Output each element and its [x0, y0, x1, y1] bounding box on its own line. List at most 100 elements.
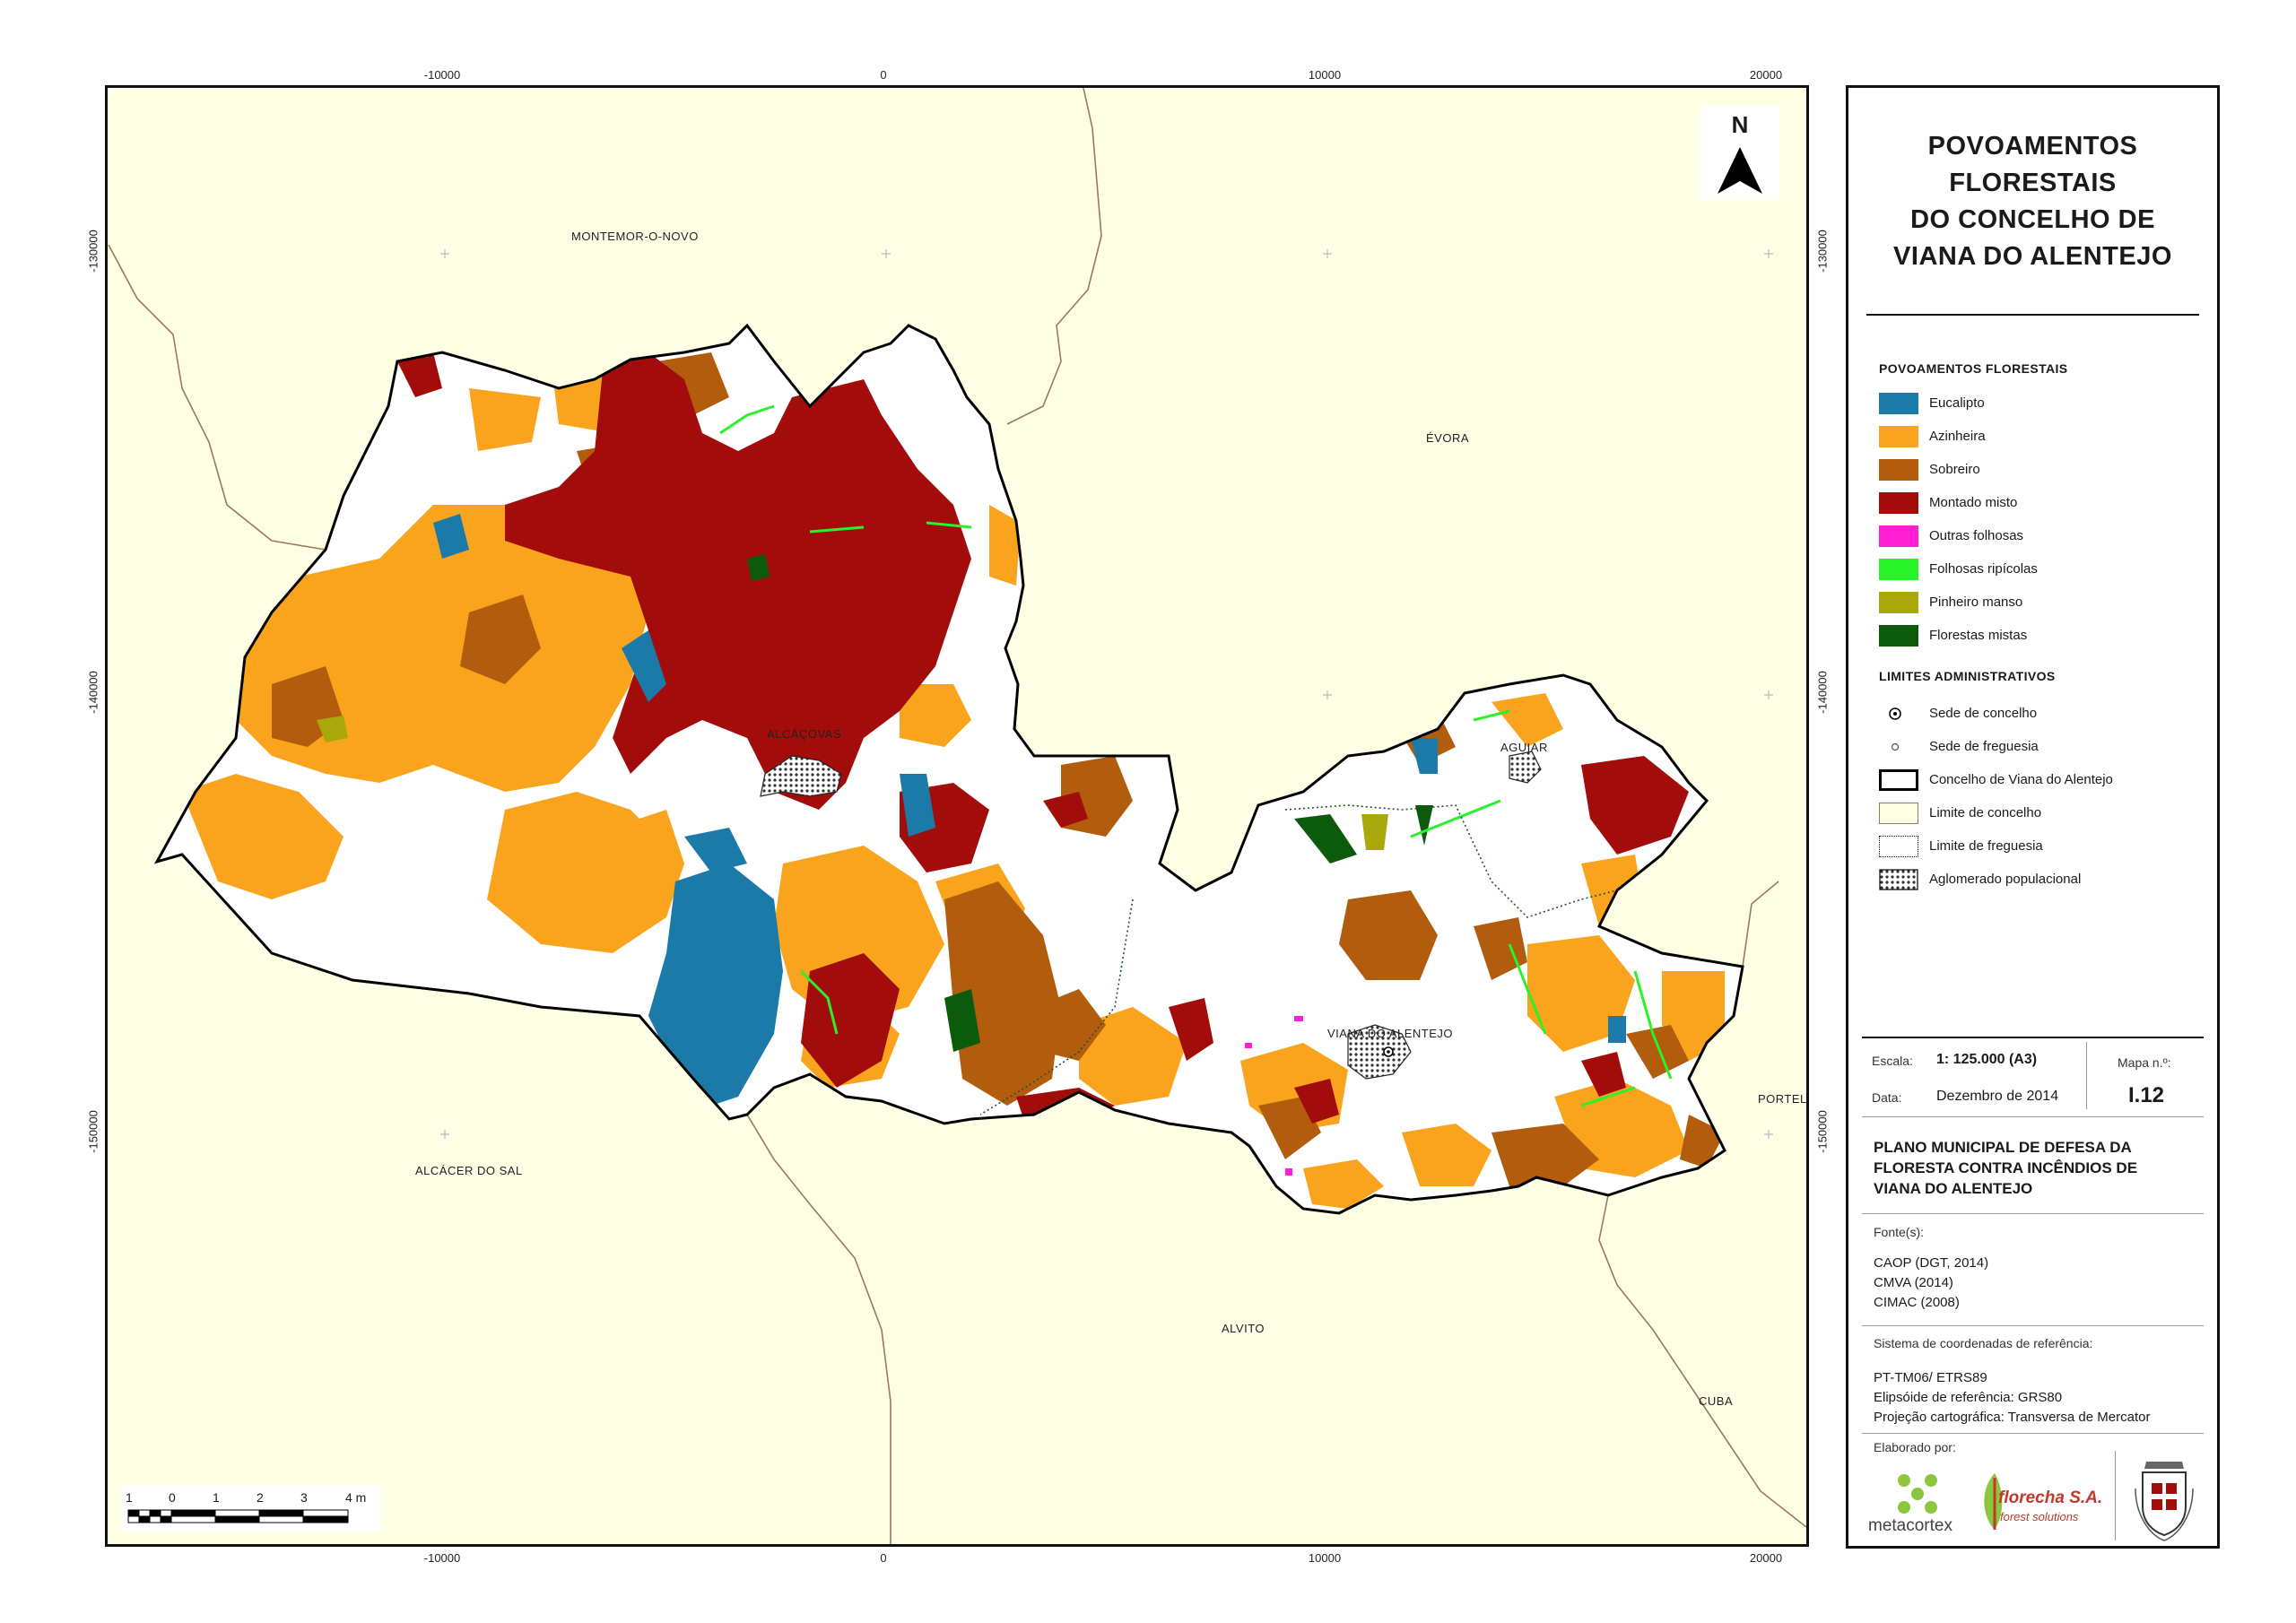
sistema-label: Sistema de coordenadas de referência: [1874, 1336, 2093, 1350]
title-line: POVOAMENTOS [1927, 132, 2138, 161]
divider [2115, 1451, 2116, 1541]
legend-item-folhosas-ripicolas: Folhosas ripícolas [1879, 557, 2202, 580]
divider [2086, 1042, 2087, 1109]
side-panel: POVOAMENTOS FLORESTAIS DO CONCELHO DE VI… [1846, 85, 2220, 1549]
map-title: POVOAMENTOS FLORESTAIS DO CONCELHO DE VI… [1848, 128, 2217, 275]
florecha-sub: forest solutions [2000, 1510, 2079, 1523]
legend-label: Azinheira [1929, 429, 1986, 444]
swatch-folhosas-ripicolas [1879, 559, 1918, 580]
divider [1862, 1037, 2204, 1038]
legend-item-azinheira: Azinheira [1879, 424, 2202, 447]
swatch-montado-misto [1879, 492, 1918, 514]
swatch-outras-folhosas [1879, 525, 1918, 547]
aglomerado-icon [1879, 869, 1918, 890]
legend-label: Limite de concelho [1929, 805, 2042, 820]
elaborado-label: Elaborado por: [1874, 1440, 1956, 1454]
legend-item-sobreiro: Sobreiro [1879, 457, 2202, 481]
scale-label: 2 [257, 1490, 264, 1505]
north-arrow: N [1700, 106, 1780, 200]
swatch-azinheira [1879, 426, 1918, 447]
x-tick-bottom: 10000 [1308, 1551, 1342, 1565]
legend-label: Eucalipto [1929, 395, 1985, 411]
escala-label: Escala: [1872, 1054, 1913, 1068]
aguiar-settlement [1509, 751, 1542, 784]
metacortex-name: metacortex [1868, 1516, 1952, 1535]
title-line: FLORESTAIS [1949, 169, 2117, 197]
legend-item-limite-freguesia: Limite de freguesia [1879, 834, 2202, 857]
place-label-viana: VIANA DO ALENTEJO [1327, 1027, 1453, 1040]
municipal-coat-of-arms-icon [2135, 1462, 2194, 1541]
sede-freguesia-icon [1891, 742, 1900, 751]
place-label-montemor: MONTEMOR-O-NOVO [571, 230, 699, 243]
y-tick-left: -150000 [86, 1110, 100, 1153]
scale-bar: 1 0 1 2 3 4 m [121, 1485, 381, 1532]
y-tick-left: -130000 [86, 230, 100, 273]
legend-label: Aglomerado populacional [1929, 872, 2082, 887]
scale-label: 1 [126, 1490, 133, 1505]
legend-item-eucalipto: Eucalipto [1879, 391, 2202, 414]
escala-value: 1: 125.000 (A3) [1936, 1052, 2038, 1067]
plan-line: FLORESTA CONTRA INCÊNDIOS DE [1874, 1159, 2138, 1176]
place-label-alcacer: ALCÁCER DO SAL [415, 1164, 523, 1177]
x-tick-top: 0 [880, 68, 887, 82]
mapa-value: I.12 [2128, 1083, 2165, 1107]
sistema-item: Projeção cartográfica: Transversa de Mer… [1874, 1410, 2151, 1425]
swatch-sobreiro [1879, 459, 1918, 481]
legend-item-pinheiro-manso: Pinheiro manso [1879, 590, 2202, 613]
divider [1862, 1116, 2204, 1117]
metacortex-logo: metacortex [1868, 1473, 1976, 1536]
divider [1862, 1213, 2204, 1214]
place-label-evora: ÉVORA [1426, 431, 1470, 445]
municipal-seal [2128, 1453, 2200, 1542]
legend-item-concelho: Concelho de Viana do Alentejo [1879, 768, 2202, 791]
swatch-pinheiro-manso [1879, 592, 1918, 613]
data-label: Data: [1872, 1090, 1902, 1105]
sistema-list: PT-TM06/ ETRS89 Elipsóide de referência:… [1874, 1368, 2150, 1428]
alcacovas-settlement [760, 755, 842, 797]
limite-concelho-icon [1879, 803, 1918, 824]
place-label-aguiar: AGUIAR [1500, 741, 1548, 754]
map-canvas [108, 88, 1806, 1544]
x-tick-top: 10000 [1308, 68, 1342, 82]
north-arrow-icon [1718, 147, 1762, 194]
legend-label: Limite de freguesia [1929, 838, 2043, 854]
legend-label: Pinheiro manso [1929, 595, 2023, 610]
limite-freguesia-icon [1879, 836, 1918, 857]
x-tick-bottom: 0 [880, 1551, 887, 1565]
place-label-alcacovas: ALCÁÇOVAS [767, 727, 842, 741]
legend-label: Sobreiro [1929, 462, 1980, 477]
fontes-list: CAOP (DGT, 2014) CMVA (2014) CIMAC (2008… [1874, 1254, 1988, 1313]
y-tick-right: -140000 [1815, 671, 1830, 714]
concelho-outline [153, 323, 1744, 1215]
legend-label: Montado misto [1929, 495, 2018, 510]
plan-line: VIANA DO ALENTEJO [1874, 1180, 2033, 1197]
legend-forest-title: POVOAMENTOS FLORESTAIS [1879, 361, 2068, 376]
legend-item-limite-concelho: Limite de concelho [1879, 801, 2202, 824]
legend-label: Sede de concelho [1929, 706, 2038, 721]
swatch-eucalipto [1879, 393, 1918, 414]
north-letter: N [1731, 111, 1749, 138]
scale-label: 4 m [345, 1490, 367, 1505]
fontes-label: Fonte(s): [1874, 1225, 1925, 1239]
scale-label: 0 [169, 1490, 176, 1505]
mapa-label: Mapa n.º: [2118, 1055, 2171, 1070]
legend-item-sede-concelho: Sede de concelho [1879, 701, 2202, 725]
neighbour-boundaries [108, 88, 1806, 1544]
legend-item-aglomerado: Aglomerado populacional [1879, 867, 2202, 890]
sistema-item: Elipsóide de referência: GRS80 [1874, 1390, 2063, 1405]
concelho-boundary-icon [1879, 769, 1918, 791]
divider [1862, 1433, 2204, 1434]
legend-label: Outras folhosas [1929, 528, 2024, 543]
sede-concelho-icon [1889, 707, 1901, 720]
legend-item-sede-freguesia: Sede de freguesia [1879, 734, 2202, 758]
legend-admin-title: LIMITES ADMINISTRATIVOS [1879, 669, 2056, 683]
metacortex-logo-icon [1898, 1474, 1937, 1514]
fonte-item: CIMAC (2008) [1874, 1295, 1960, 1310]
fonte-item: CMVA (2014) [1874, 1275, 1953, 1290]
place-label-alvito: ALVITO [1222, 1322, 1265, 1335]
map-frame[interactable]: N 1 0 1 2 3 4 m [105, 85, 1809, 1547]
florecha-name: florecha S.A. [1998, 1488, 2103, 1507]
plan-line: PLANO MUNICIPAL DE DEFESA DA [1874, 1139, 2132, 1156]
place-label-portel: PORTEL [1758, 1092, 1807, 1106]
legend-item-florestas-mistas: Florestas mistas [1879, 623, 2202, 647]
